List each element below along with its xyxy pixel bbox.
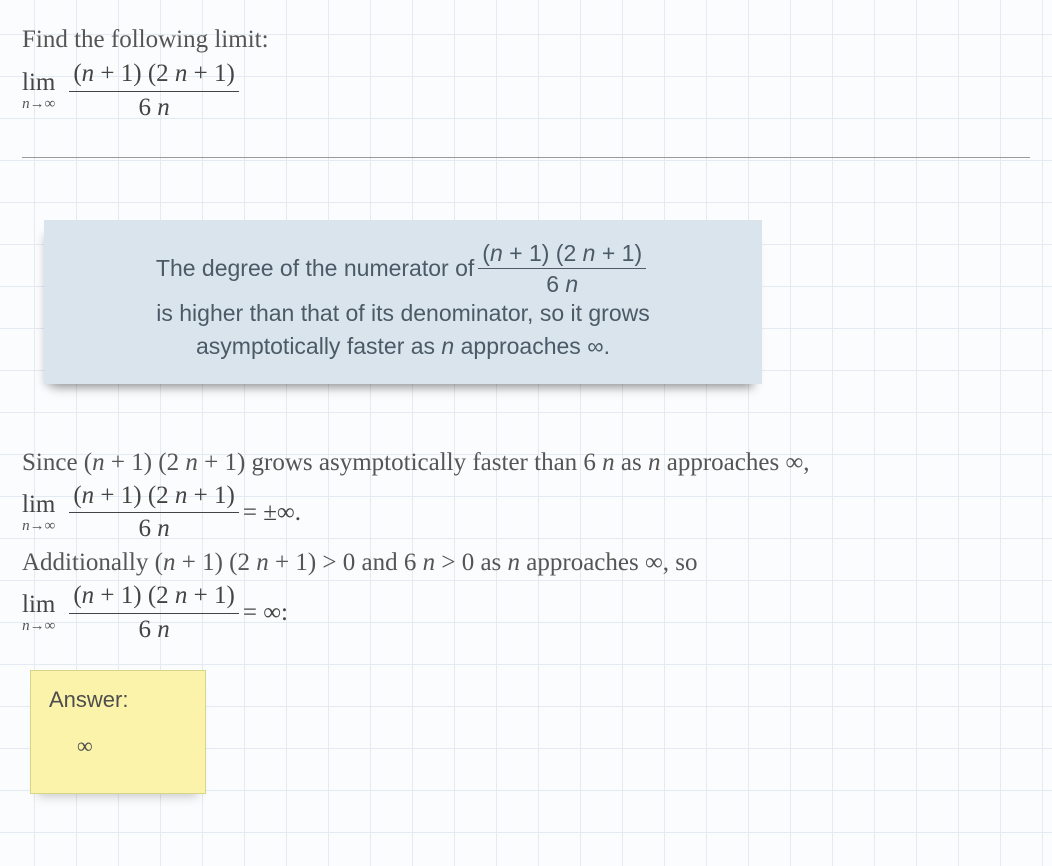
lim-subscript: n→∞ [22,619,55,634]
hint-line-2a: is higher than that of its denominator, … [70,297,736,329]
explanation-limit-1: lim n→∞ (n + 1) (2 n + 1) 6 n = ±∞. [22,482,1030,545]
answer-label: Answer: [49,687,187,713]
section-divider [22,157,1030,158]
answer-value: ∞ [49,733,187,759]
fraction-denominator: 6 n [134,92,173,123]
limit-operator: lim n→∞ [22,492,55,534]
page-content: Find the following limit: lim n→∞ (n + 1… [0,0,1052,794]
question-prompt: Find the following limit: [22,26,1030,54]
hint-fraction: (n + 1) (2 n + 1) 6 n [478,240,646,298]
hint-card: The degree of the numerator of (n + 1) (… [44,220,762,384]
explanation-limit-2: lim n→∞ (n + 1) (2 n + 1) 6 n = ∞: [22,582,1030,645]
question-fraction: (n + 1) (2 n + 1) 6 n [69,60,239,123]
explanation-line-1: Since (n + 1) (2 n + 1) grows asymptotic… [22,446,1030,480]
hint-prefix: The degree of the numerator of [156,252,474,284]
lim-label: lim [22,70,55,95]
limit2-fraction: (n + 1) (2 n + 1) 6 n [69,582,239,645]
hint-line-1: The degree of the numerator of (n + 1) (… [156,240,650,298]
hint-fraction-numerator: (n + 1) (2 n + 1) [478,240,646,268]
limit1-fraction: (n + 1) (2 n + 1) 6 n [69,482,239,545]
lim-label: lim [22,592,55,617]
hint-fraction-denominator: 6 n [542,269,582,297]
limit1-rhs: = ±∞. [243,496,301,530]
lim-subscript: n→∞ [22,519,55,534]
hint-line-2b: asymptotically faster as n approaches ∞. [70,330,736,362]
lim-label: lim [22,492,55,517]
lim-subscript: n→∞ [22,97,55,112]
answer-card: Answer: ∞ [30,670,206,794]
fraction-numerator: (n + 1) (2 n + 1) [69,60,239,91]
question-limit-expression: lim n→∞ (n + 1) (2 n + 1) 6 n [22,60,243,123]
limit-operator: lim n→∞ [22,592,55,634]
limit2-rhs: = ∞: [243,596,288,630]
explanation-line-3: Additionally (n + 1) (2 n + 1) > 0 and 6… [22,546,1030,580]
explanation-block: Since (n + 1) (2 n + 1) grows asymptotic… [22,446,1030,645]
limit-operator: lim n→∞ [22,70,55,112]
